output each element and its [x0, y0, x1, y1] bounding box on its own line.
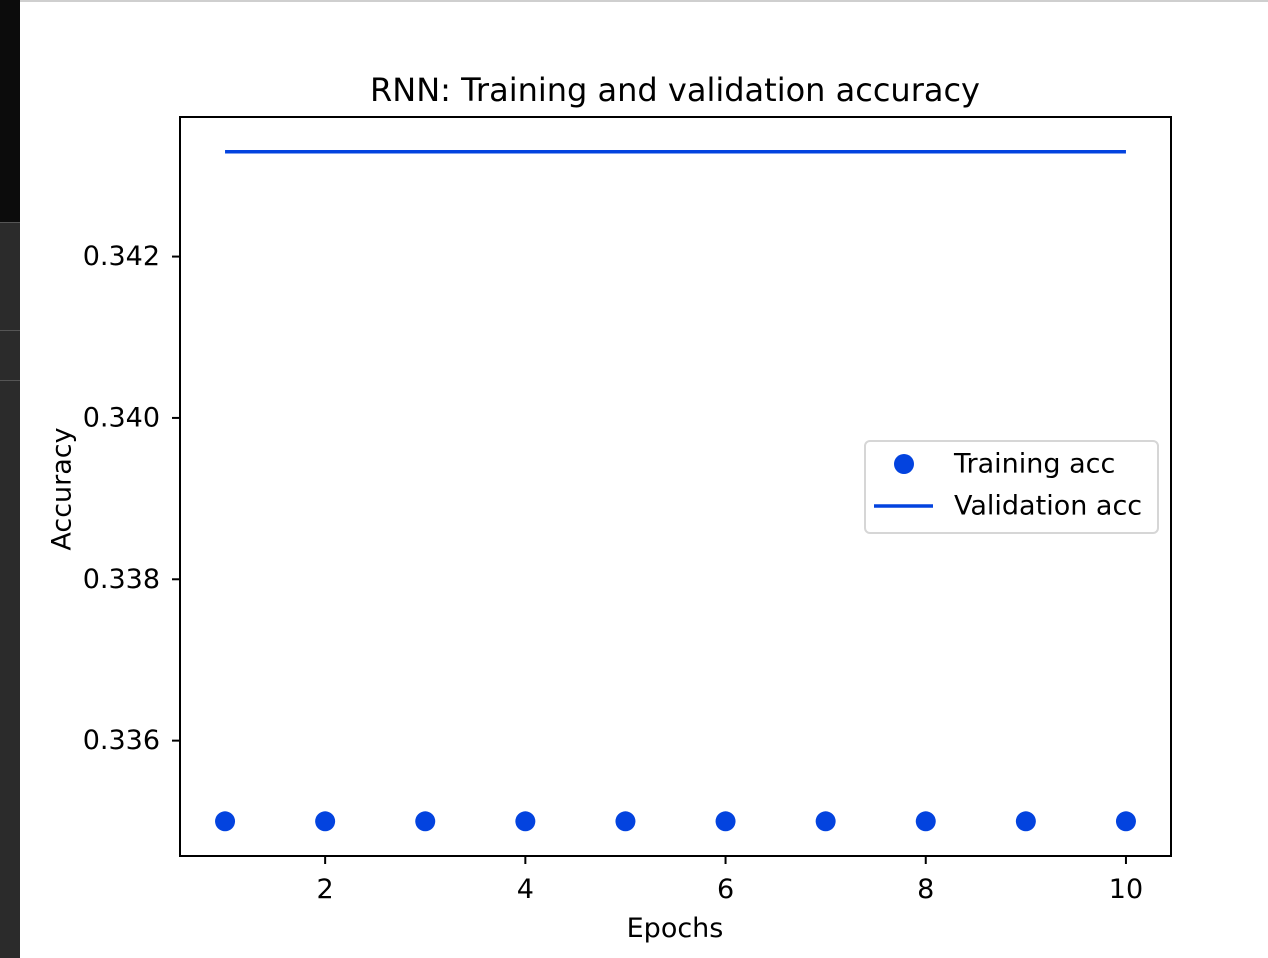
edge-divider [0, 330, 20, 331]
legend-label-validation: Validation acc [954, 491, 1142, 522]
y-tick-label: 0.338 [83, 564, 160, 595]
legend-marker-training [894, 454, 914, 474]
accuracy-chart: RNN: Training and validation accuracy 2 4… [47, 71, 1172, 944]
x-axis-label: Epochs [627, 913, 724, 944]
legend: Training acc Validation acc [864, 440, 1159, 534]
legend-label-training: Training acc [953, 449, 1115, 480]
training-acc-point [815, 811, 836, 832]
window-edge-dark [0, 0, 20, 222]
training-acc-point [515, 811, 536, 832]
training-acc-point [215, 811, 236, 832]
y-axis-label: Accuracy [47, 427, 78, 550]
window-top-border [20, 0, 1268, 2]
x-tick-label: 8 [917, 874, 934, 905]
x-tick-label: 4 [517, 874, 534, 905]
training-acc-point [315, 811, 336, 832]
chart-title: RNN: Training and validation accuracy [370, 71, 980, 109]
edge-divider [0, 222, 20, 223]
axes-frame [179, 116, 1172, 857]
training-acc-point [715, 811, 736, 832]
x-tick-label: 10 [1109, 874, 1143, 905]
training-acc-point [615, 811, 636, 832]
x-tick-label: 6 [717, 874, 734, 905]
y-axis-ticks: 0.336 0.338 0.340 0.342 [83, 241, 180, 756]
edge-divider [0, 380, 20, 381]
training-acc-point [1115, 811, 1136, 832]
training-acc-point [915, 811, 936, 832]
y-tick-label: 0.336 [83, 725, 160, 756]
y-tick-label: 0.340 [83, 402, 160, 433]
window-edge-strip [0, 0, 20, 958]
y-tick-label: 0.342 [83, 241, 160, 272]
x-axis-ticks: 2 4 6 8 10 [317, 856, 1143, 905]
legend-box [864, 440, 1159, 534]
plot-area [215, 149, 1136, 832]
training-acc-point [1015, 811, 1036, 832]
training-acc-point [415, 811, 436, 832]
x-tick-label: 2 [317, 874, 334, 905]
